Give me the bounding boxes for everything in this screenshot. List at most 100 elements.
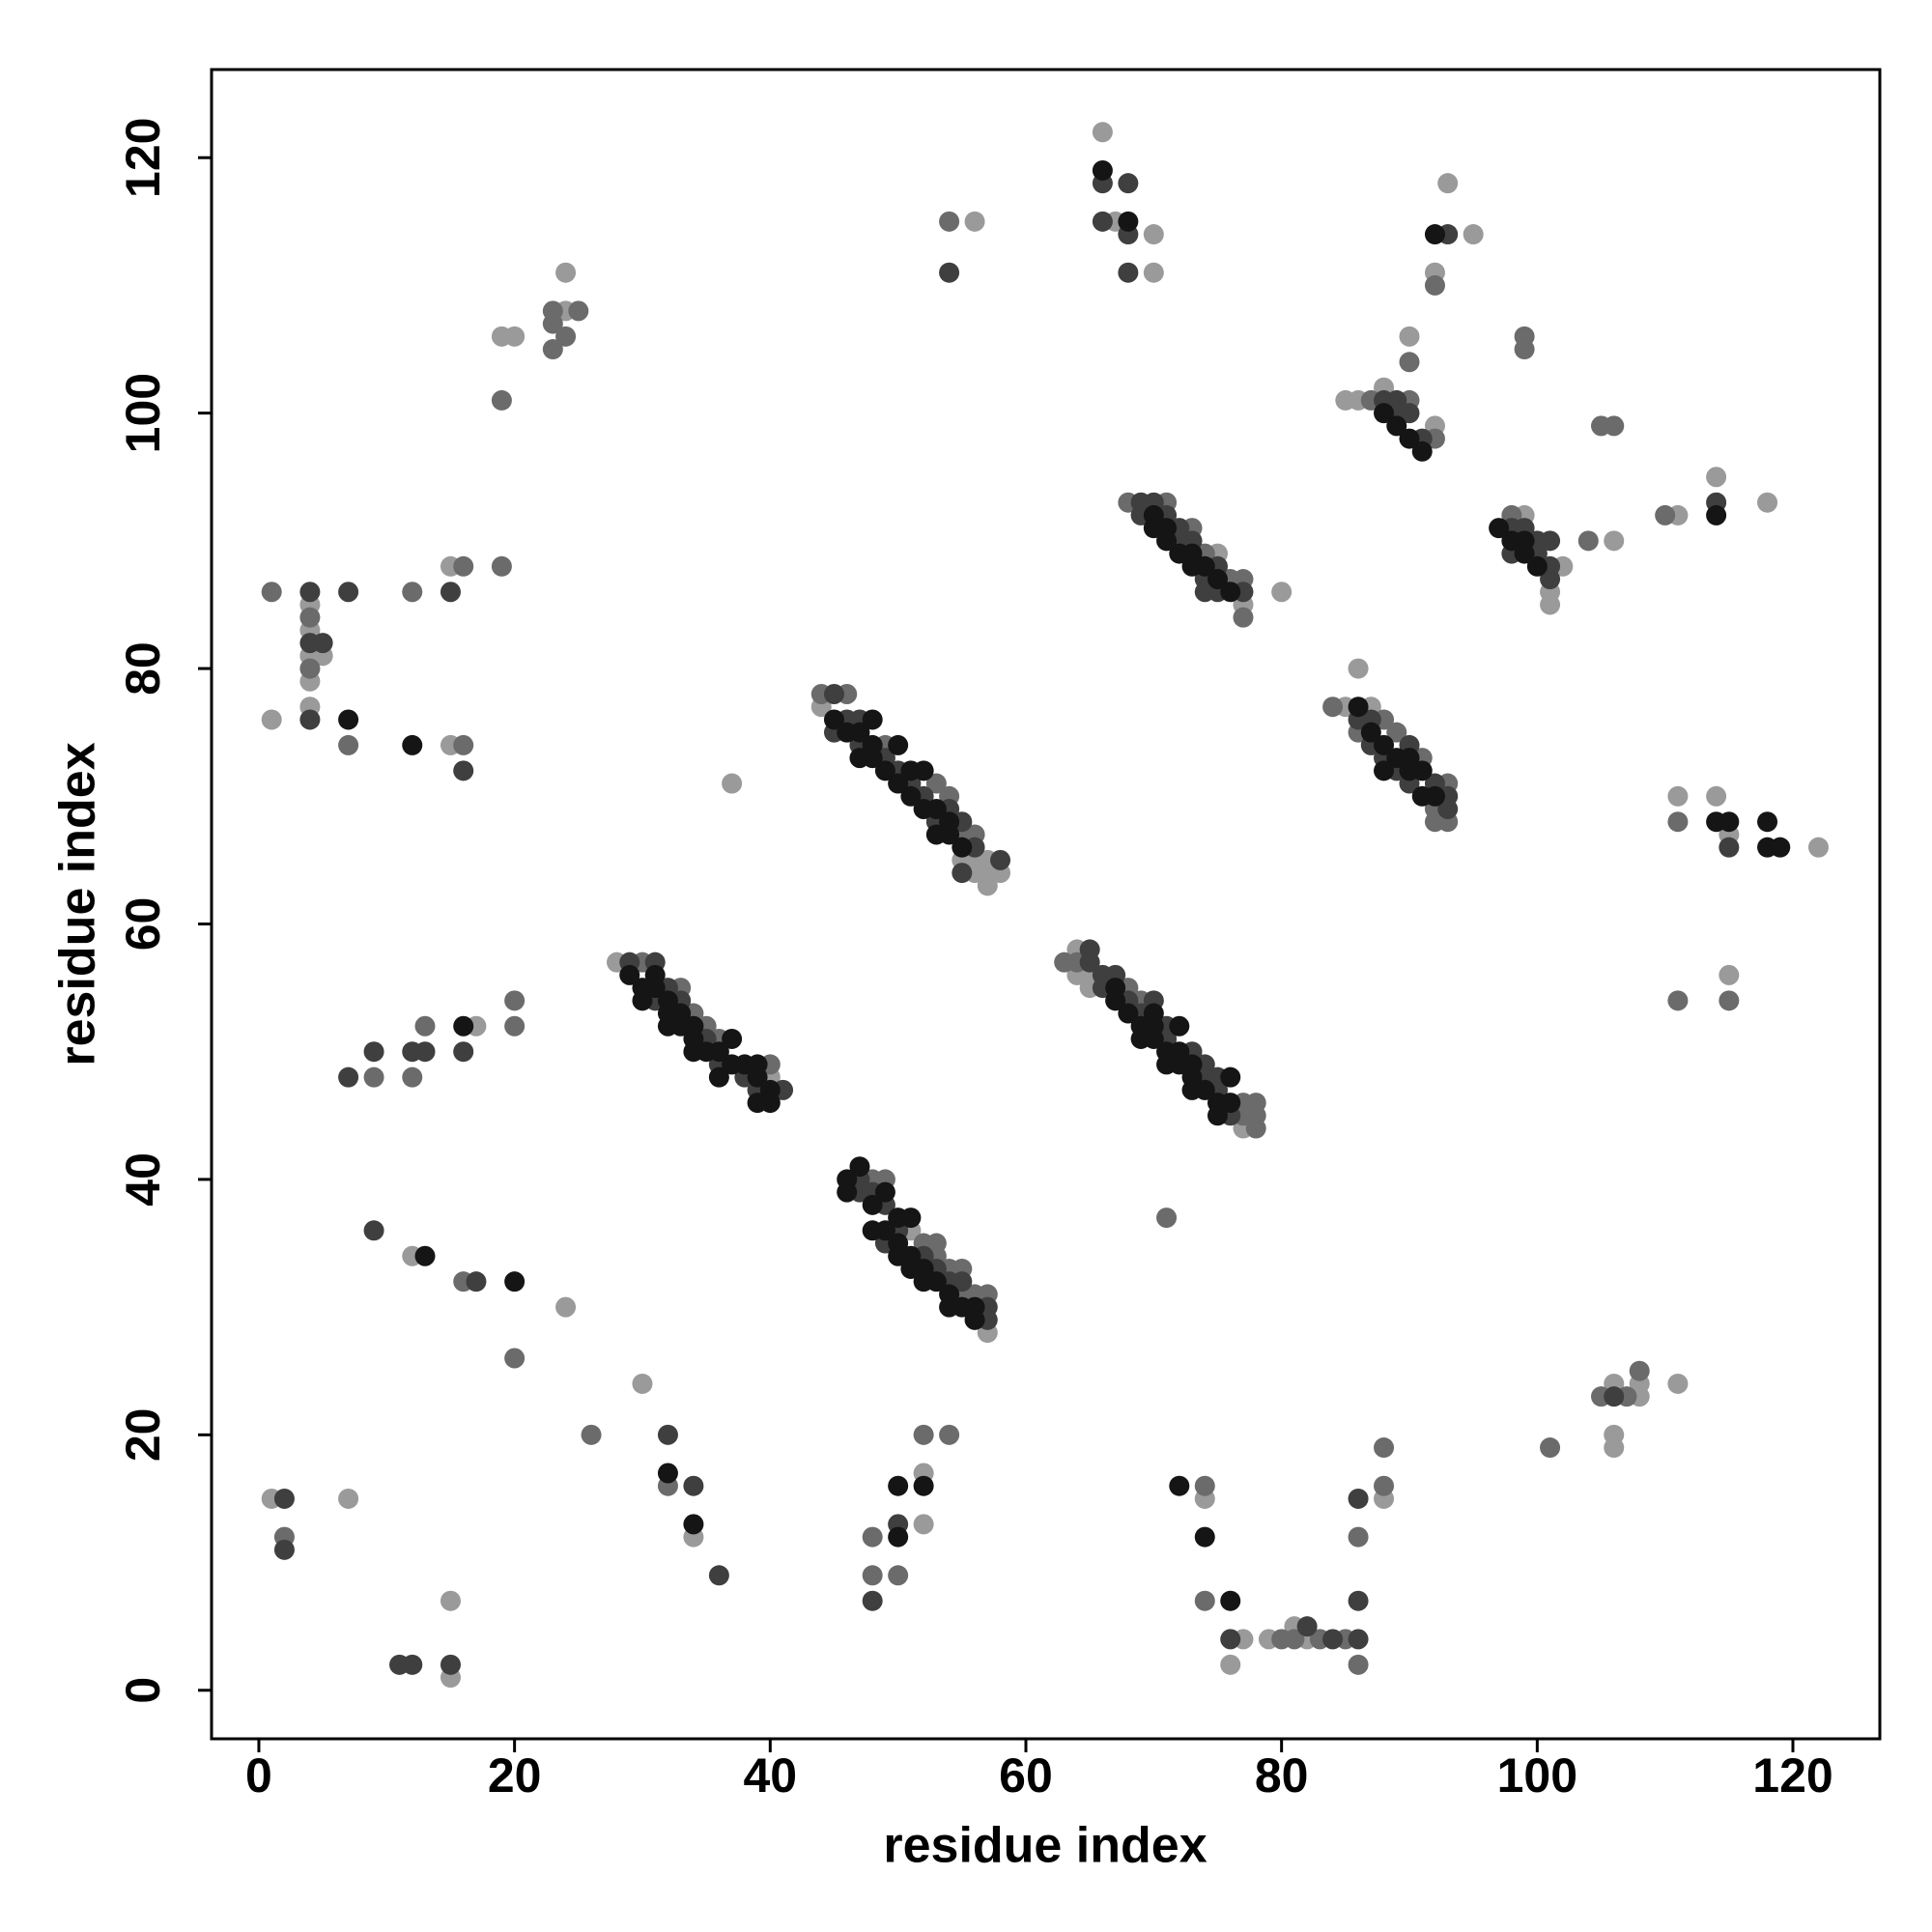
- point: [1143, 224, 1164, 245]
- point: [862, 1565, 883, 1586]
- point: [299, 582, 321, 603]
- point: [1604, 415, 1625, 437]
- point: [874, 1220, 895, 1241]
- point: [504, 1348, 526, 1369]
- point: [1399, 428, 1420, 449]
- y-tick-label: 40: [116, 1152, 170, 1207]
- point: [363, 1066, 384, 1088]
- point: [862, 1526, 883, 1548]
- point: [453, 734, 474, 755]
- point: [338, 1488, 359, 1509]
- point: [555, 326, 577, 347]
- point: [1143, 1028, 1164, 1049]
- point: [1386, 415, 1407, 437]
- point: [900, 1208, 922, 1229]
- point: [632, 1373, 653, 1394]
- point: [1386, 722, 1407, 743]
- point: [888, 1526, 909, 1548]
- point: [1604, 1437, 1625, 1459]
- point: [1374, 734, 1395, 755]
- point: [823, 684, 844, 705]
- point: [939, 1424, 960, 1445]
- point: [862, 709, 883, 730]
- point: [414, 1245, 436, 1266]
- point: [1411, 760, 1433, 781]
- point: [312, 633, 333, 654]
- x-tick-label: 60: [999, 1748, 1053, 1803]
- point: [1514, 339, 1535, 360]
- point: [581, 1424, 602, 1445]
- point: [1706, 785, 1727, 807]
- point: [1374, 1437, 1395, 1459]
- point: [1092, 211, 1113, 232]
- x-tick-label: 0: [245, 1748, 272, 1803]
- point: [952, 837, 973, 858]
- point: [683, 1475, 704, 1496]
- y-axis-title: residue index: [50, 742, 106, 1065]
- point: [913, 1475, 934, 1496]
- x-tick-label: 40: [744, 1748, 798, 1803]
- point: [1374, 760, 1395, 781]
- point: [1667, 811, 1689, 833]
- point: [261, 582, 282, 603]
- point: [1194, 1590, 1215, 1611]
- point: [913, 1514, 934, 1535]
- point: [888, 734, 909, 755]
- point: [1706, 467, 1727, 488]
- point: [925, 773, 947, 794]
- point: [708, 1066, 729, 1088]
- point: [849, 722, 870, 743]
- point: [708, 1041, 729, 1063]
- y-tick-label: 60: [116, 897, 170, 952]
- point: [747, 1066, 768, 1088]
- point: [414, 1015, 436, 1037]
- point: [555, 1296, 577, 1318]
- point: [1271, 582, 1293, 603]
- point: [504, 326, 526, 347]
- x-tick-label: 120: [1752, 1748, 1833, 1803]
- point: [402, 582, 423, 603]
- point: [1322, 696, 1344, 718]
- point: [925, 799, 947, 820]
- point: [1540, 594, 1561, 615]
- point: [939, 211, 960, 232]
- point: [1118, 262, 1139, 283]
- point: [1169, 1475, 1190, 1496]
- point: [849, 1156, 870, 1178]
- point: [990, 849, 1011, 870]
- point: [913, 760, 934, 781]
- point: [1424, 785, 1445, 807]
- point: [261, 709, 282, 730]
- point: [1348, 1654, 1369, 1675]
- point: [402, 734, 423, 755]
- point: [708, 1565, 729, 1586]
- point: [402, 1654, 423, 1675]
- point: [1706, 504, 1727, 526]
- point: [1667, 1373, 1689, 1394]
- point: [542, 339, 563, 360]
- point: [888, 1565, 909, 1586]
- y-tick-label: 100: [116, 373, 170, 453]
- point: [504, 1271, 526, 1293]
- point: [888, 773, 909, 794]
- point: [1374, 1475, 1395, 1496]
- y-tick-label: 20: [116, 1408, 170, 1463]
- point: [1577, 530, 1599, 552]
- point: [338, 1066, 359, 1088]
- point: [1629, 1360, 1650, 1381]
- point: [299, 709, 321, 730]
- point: [1399, 403, 1420, 424]
- x-axis-title: residue index: [883, 1818, 1207, 1874]
- point: [837, 1181, 858, 1203]
- point: [683, 1514, 704, 1535]
- point: [1220, 1066, 1241, 1088]
- x-tick-label: 20: [488, 1748, 542, 1803]
- point: [299, 658, 321, 679]
- point: [632, 990, 653, 1011]
- point: [1489, 518, 1510, 539]
- y-tick-label: 80: [116, 641, 170, 696]
- point: [1207, 1105, 1228, 1126]
- point: [964, 211, 985, 232]
- point: [925, 1271, 947, 1293]
